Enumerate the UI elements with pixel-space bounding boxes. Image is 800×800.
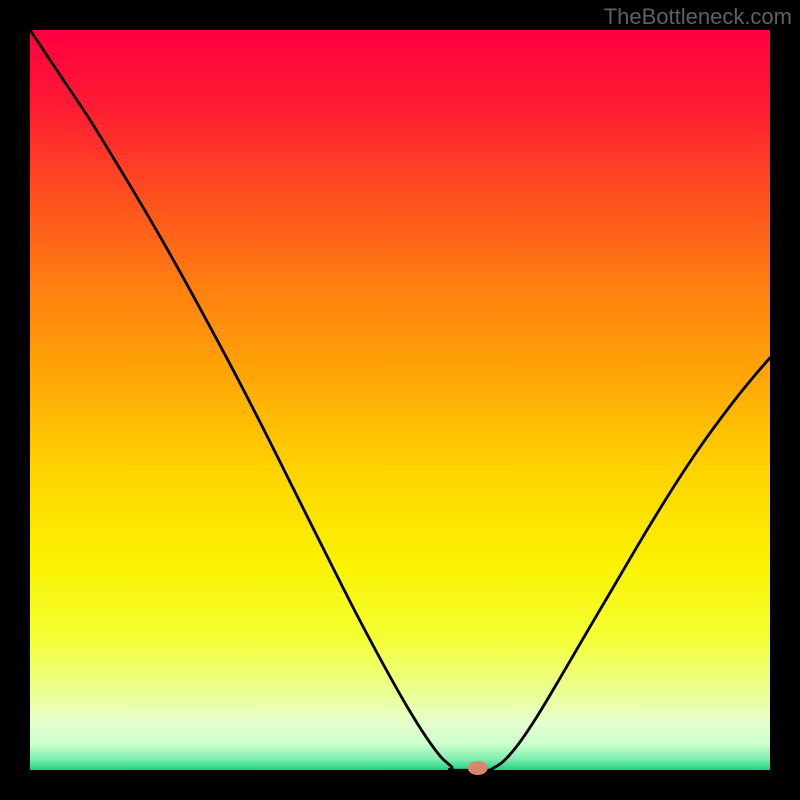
plot-area (30, 30, 770, 770)
optimal-point-marker (468, 761, 488, 775)
watermark-text: TheBottleneck.com (604, 4, 792, 30)
bottleneck-chart (0, 0, 800, 800)
chart-container: TheBottleneck.com (0, 0, 800, 800)
